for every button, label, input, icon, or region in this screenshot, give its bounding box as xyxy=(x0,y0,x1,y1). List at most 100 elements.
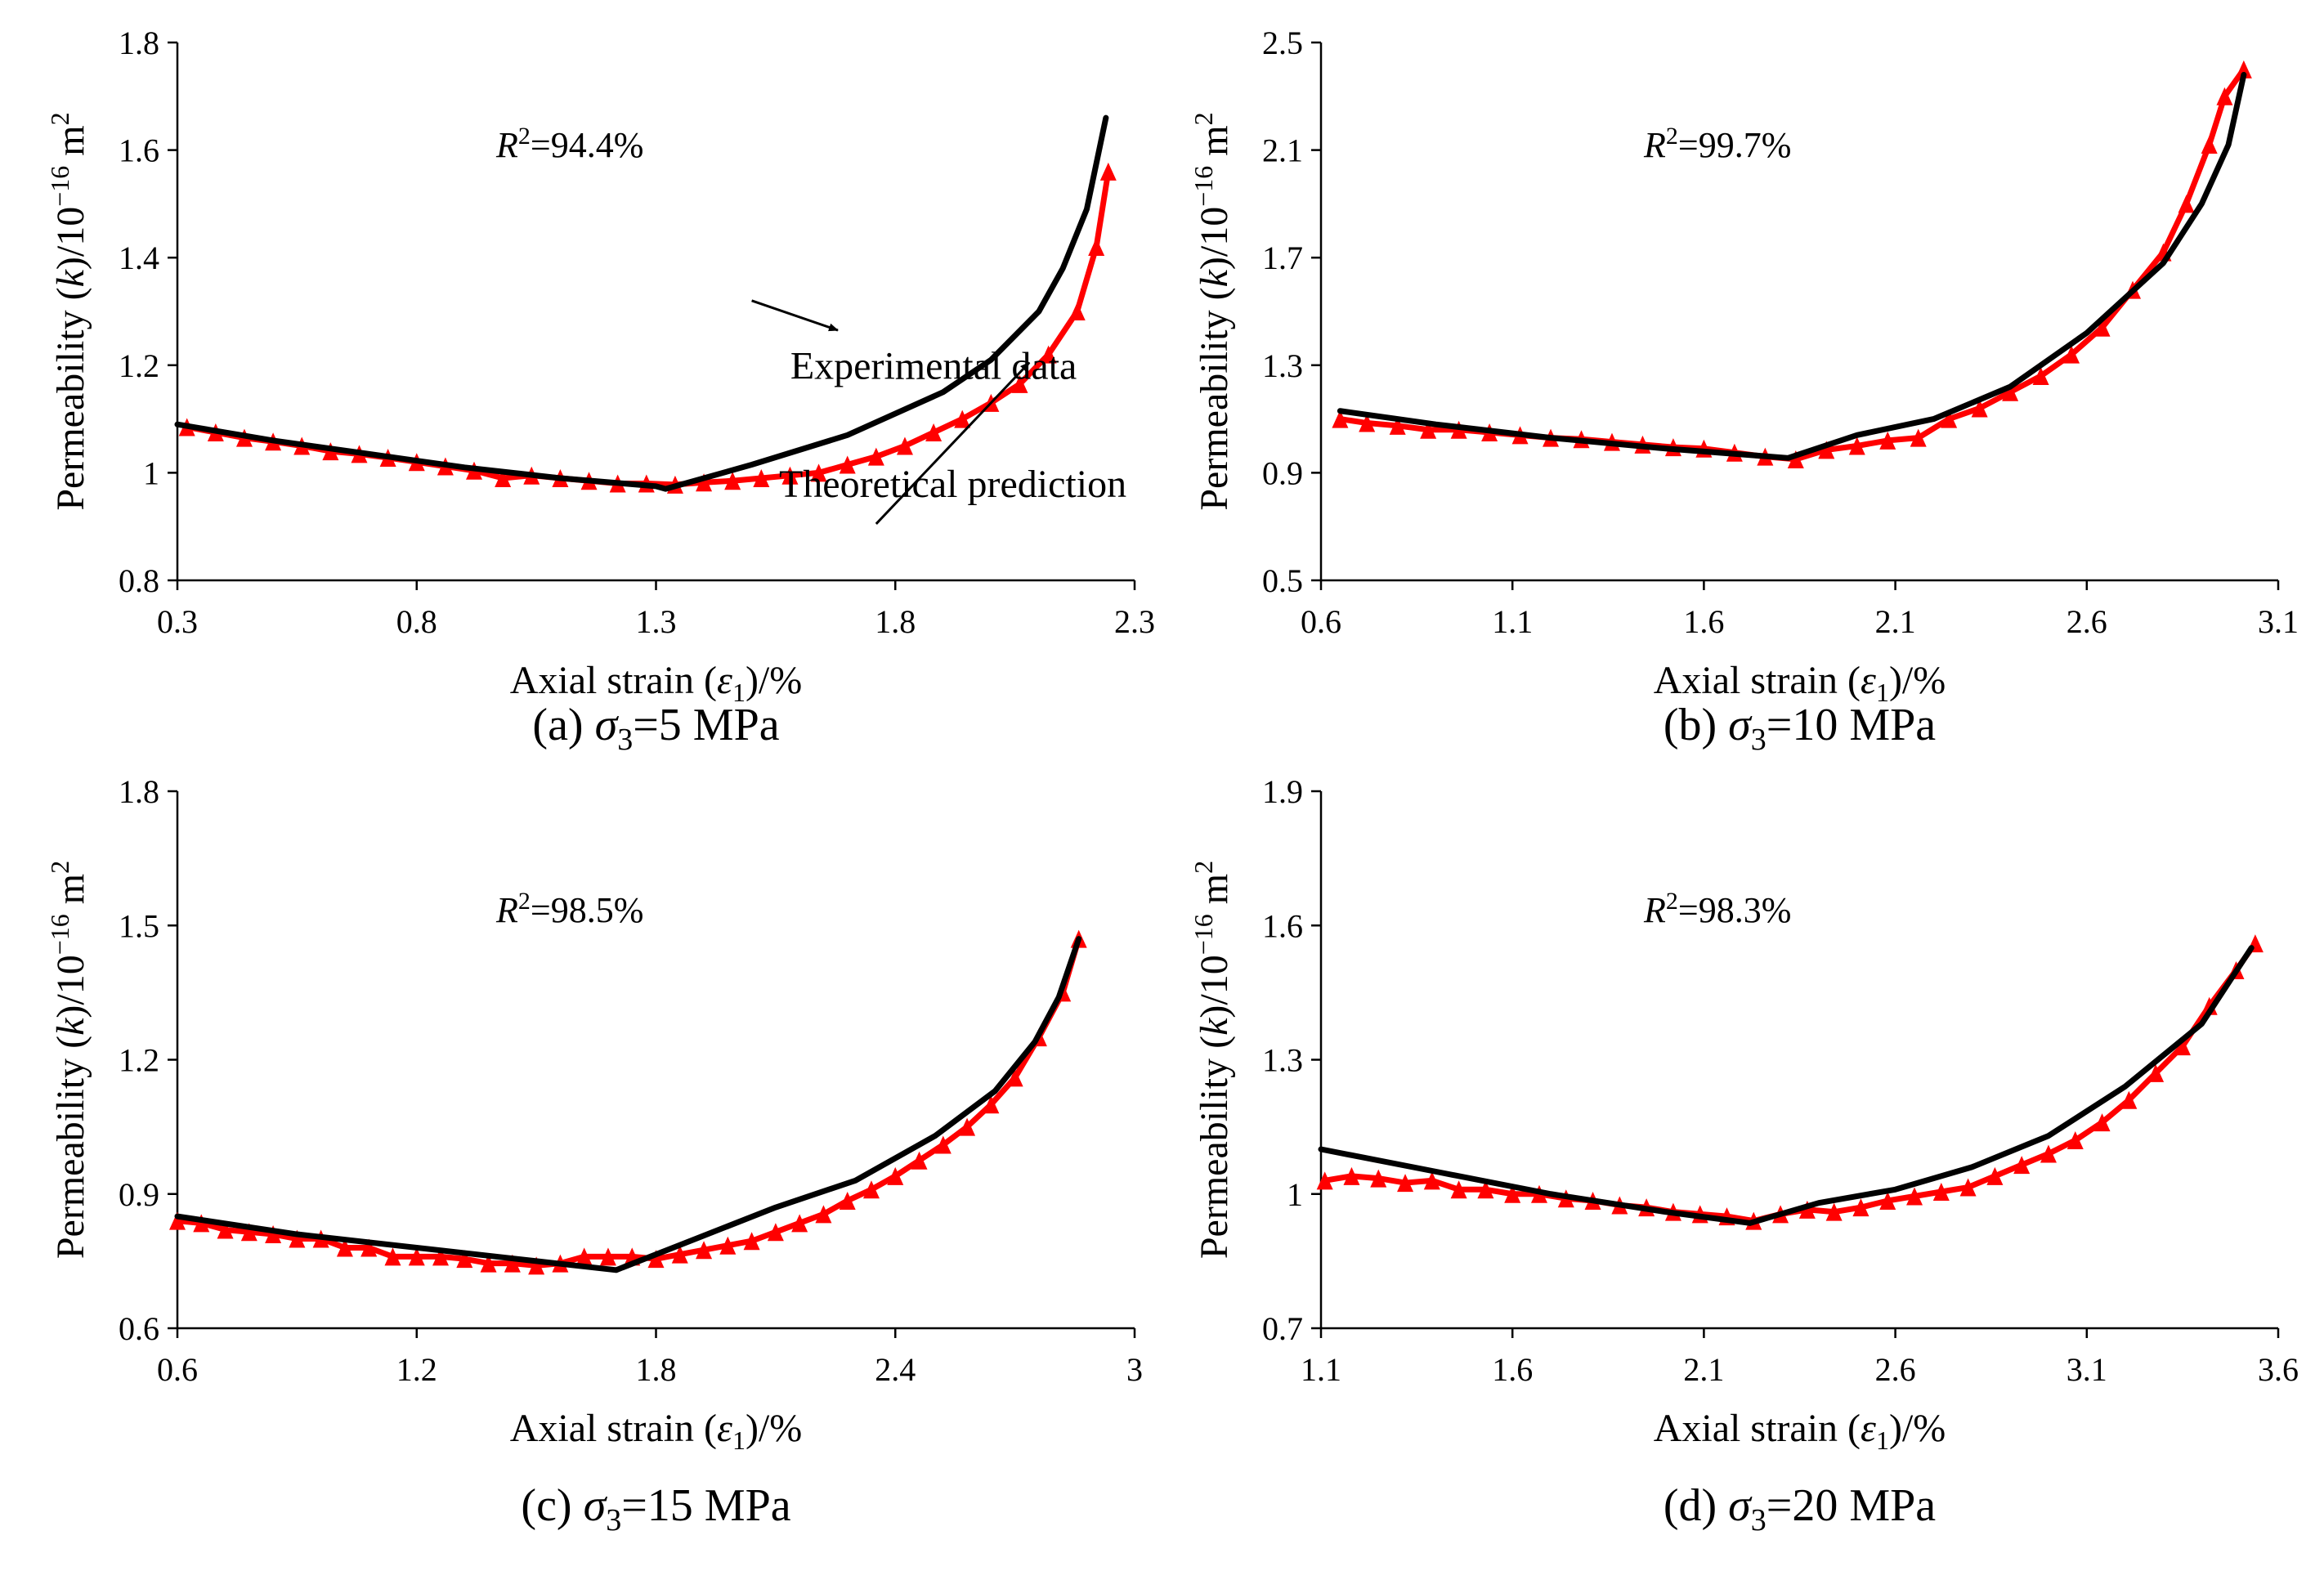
x-tick-label: 1.1 xyxy=(1301,1351,1341,1388)
theoretical-point xyxy=(1818,441,1835,459)
theoretical-point xyxy=(1389,416,1406,435)
theoretical-point xyxy=(719,1236,737,1255)
y-axis-label: Permeability (k)/10−16 m2 xyxy=(45,861,92,1259)
theoretical-point xyxy=(1423,1171,1440,1190)
r-squared-label: R2=98.3% xyxy=(1643,888,1791,930)
theoretical-point xyxy=(1986,1166,2004,1185)
annotation-arrow xyxy=(751,299,839,332)
x-axis-label: Axial strain (ε1)/% xyxy=(1654,1407,1946,1455)
panel-caption: (c) σ3=15 MPa xyxy=(521,1480,790,1537)
theoretical-point xyxy=(1798,1200,1816,1219)
theoretical-point xyxy=(867,447,884,466)
theoretical-point xyxy=(1006,1068,1023,1087)
annotation-label: Theoretical prediction xyxy=(779,463,1126,506)
x-tick-label: 3.1 xyxy=(2067,1351,2107,1388)
theoretical-point xyxy=(1504,1184,1521,1203)
y-tick-label: 1.3 xyxy=(1262,1042,1303,1079)
chart-panel-b: 0.5 0.9 1.3 1.7 2.1 2.5 0.6 1.1 1.6 2.1 2.6 3.1 Axia… xyxy=(1189,25,2299,757)
theoretical-point xyxy=(456,1250,473,1269)
theoretical-point xyxy=(1040,345,1057,364)
x-tick-label: 1.6 xyxy=(1492,1351,1533,1388)
theoretical-point xyxy=(1941,410,1958,428)
theoretical-point xyxy=(2013,1156,2031,1175)
panel-caption: (b) σ3=10 MPa xyxy=(1664,700,1936,757)
theoretical-point xyxy=(2178,195,2195,213)
theoretical-point xyxy=(810,463,827,482)
x-tick-label: 2.6 xyxy=(1875,1351,1916,1388)
y-axis-label: Permeability (k)/10−16 m2 xyxy=(1189,112,1236,510)
y-tick-label: 1 xyxy=(1287,1176,1303,1213)
theoretical-point xyxy=(791,1214,808,1233)
y-tick-label: 2.5 xyxy=(1262,25,1303,61)
y-tick-label: 1.8 xyxy=(119,25,159,61)
x-tick-label: 2.3 xyxy=(1114,603,1155,640)
y-tick-label: 0.6 xyxy=(119,1310,159,1347)
theoretical-point xyxy=(240,1223,257,1242)
x-tick-label: 1.8 xyxy=(636,1351,677,1388)
theoretical-point xyxy=(696,473,713,492)
theoretical-point xyxy=(2002,383,2019,401)
experimental-data-line xyxy=(174,936,1082,1273)
x-tick-label: 2.6 xyxy=(2067,603,2107,640)
theoretical-point xyxy=(289,1229,306,1248)
theoretical-point xyxy=(1852,1198,1869,1217)
theoretical-point xyxy=(959,1117,976,1136)
theoretical-point xyxy=(2120,1090,2138,1109)
y-tick-label: 0.7 xyxy=(1262,1310,1303,1347)
theoretical-point xyxy=(1848,436,1865,455)
x-axis-label: Axial strain (ε1)/% xyxy=(510,1407,803,1455)
theoretical-point xyxy=(1370,1169,1387,1188)
theoretical-point xyxy=(2067,1131,2084,1150)
x-tick-label: 0.3 xyxy=(157,603,198,640)
theoretical-point xyxy=(911,1151,928,1170)
x-tick-label: 3 xyxy=(1126,1351,1143,1388)
theoretical-point xyxy=(671,1245,688,1264)
x-tick-label: 3.1 xyxy=(2258,603,2299,640)
theoretical-point xyxy=(887,1166,904,1185)
theoretical-point xyxy=(2093,318,2111,337)
theoretical-point xyxy=(495,468,512,487)
annotation-arrow xyxy=(875,361,1031,525)
theoretical-prediction-line xyxy=(177,938,1082,1269)
theoretical-point xyxy=(2032,366,2049,385)
y-tick-label: 0.8 xyxy=(119,562,159,599)
theoretical-point xyxy=(1906,1187,1923,1206)
experimental-data-line xyxy=(174,114,1109,492)
y-tick-label: 0.9 xyxy=(119,1176,159,1213)
theoretical-point xyxy=(2174,1037,2191,1056)
theoretical-point xyxy=(1971,399,1988,418)
experimental-data-line xyxy=(1318,945,2255,1226)
theoretical-point xyxy=(504,1254,521,1273)
theoretical-point xyxy=(2147,1063,2165,1082)
theoretical-point xyxy=(1477,1180,1494,1199)
theoretical-point xyxy=(1343,1166,1360,1185)
theoretical-point xyxy=(599,1247,616,1266)
experimental-data-line xyxy=(1337,71,2247,461)
r-squared-label: R2=99.7% xyxy=(1643,123,1791,165)
theoretical-point xyxy=(408,1247,425,1266)
theoretical-prediction-line xyxy=(1339,67,2246,463)
theoretical-point xyxy=(954,410,971,428)
theoretical-point xyxy=(2063,345,2080,364)
x-tick-label: 2.1 xyxy=(1875,603,1916,640)
y-tick-label: 1.9 xyxy=(1262,773,1303,810)
theoretical-point xyxy=(1011,374,1028,393)
x-tick-label: 0.6 xyxy=(1301,603,1341,640)
theoretical-point xyxy=(724,472,741,490)
y-tick-label: 1.6 xyxy=(1262,907,1303,944)
theoretical-point xyxy=(1959,1178,1977,1197)
y-tick-label: 0.5 xyxy=(1262,562,1303,599)
theoretical-point xyxy=(781,466,799,485)
theoretical-point xyxy=(1879,1191,1896,1210)
y-tick-label: 1.4 xyxy=(119,239,159,276)
theoretical-point xyxy=(432,1247,450,1266)
r-squared-label: R2=98.5% xyxy=(495,888,643,930)
y-tick-label: 1.2 xyxy=(119,347,159,384)
theoretical-point xyxy=(2235,60,2252,78)
x-tick-label: 1.2 xyxy=(396,1351,437,1388)
y-tick-label: 1.3 xyxy=(1262,347,1303,384)
theoretical-point xyxy=(1910,428,1927,447)
theoretical-point xyxy=(647,1250,665,1269)
theoretical-point xyxy=(575,1247,593,1266)
theoretical-point xyxy=(743,1232,760,1251)
